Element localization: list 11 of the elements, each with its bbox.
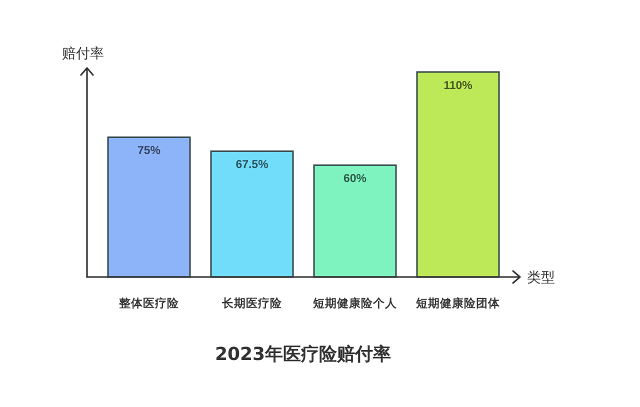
x-tick-label: 长期医疗险 [221, 296, 283, 310]
x-axis-title: 类型 [527, 270, 555, 286]
x-tick-label: 短期健康险团体 [415, 296, 501, 310]
x-tick-label: 短期健康险个人 [312, 296, 398, 310]
y-axis-title: 赔付率 [62, 46, 104, 62]
data-label: 75% [137, 145, 161, 158]
text: 2023年医疗险赔付率 [214, 344, 392, 365]
data-label: 67.5% [236, 159, 268, 172]
x-tick-label: 整体医疗险 [118, 296, 180, 310]
data-label: 110% [444, 80, 472, 92]
data-label: 60% [343, 173, 367, 186]
